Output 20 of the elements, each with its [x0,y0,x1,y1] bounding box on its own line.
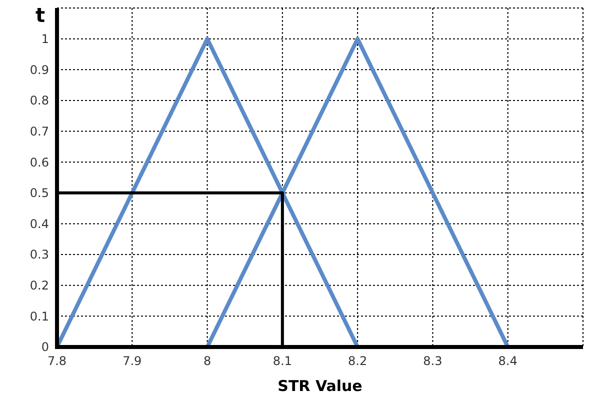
y-tick-label: 0.5 [30,186,49,200]
y-tick-label: 0.8 [30,94,49,108]
x-tick-label: 7.8 [47,354,67,368]
x-tick-label: 7.9 [122,354,142,368]
x-tick-label: 8.2 [348,354,368,368]
y-tick-label: 0.9 [30,62,49,77]
x-tick-label: 8.1 [272,354,292,368]
y-tick-label: 0.7 [30,124,49,138]
x-tick-label: 8.3 [423,354,442,368]
y-tick-label: 1 [41,32,49,46]
y-tick-label: 0.4 [30,216,49,231]
x-axis-title: STR Value [278,377,362,395]
y-tick-label: 0.3 [30,248,49,262]
x-tick-label: 8 [203,354,212,368]
y-tick-label: 0.6 [30,155,49,170]
y-tick-label: 0 [41,340,49,354]
x-tick-label: 8.4 [498,354,518,368]
y-axis-title: t [35,3,46,27]
y-tick-label: 0.2 [30,278,49,293]
y-tick-label: 0.1 [30,309,49,324]
